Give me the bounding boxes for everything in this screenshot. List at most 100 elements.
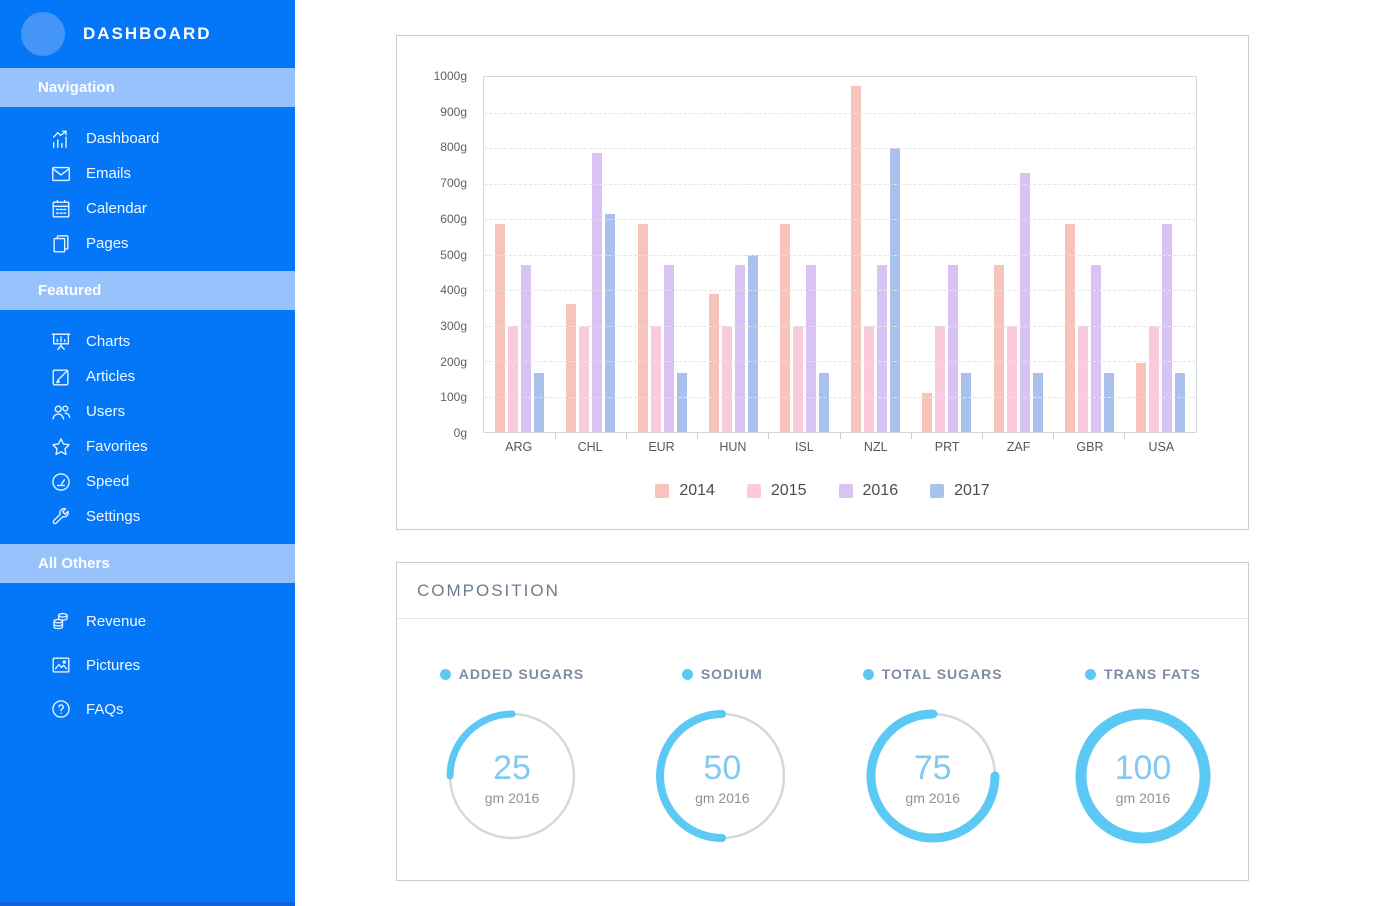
chart-card: 1000g 900g 800g 700g 600g 500g 400g 300g 200g 100…	[396, 35, 1249, 530]
bar-2016-chl	[592, 153, 603, 432]
bar-2016-usa	[1161, 224, 1172, 432]
section-header-label: Featured	[38, 282, 102, 299]
gauge-label: ADDED SUGARS	[458, 666, 585, 682]
composition-gauges: ADDED SUGARS 25 gm 2016 SODIUM 50 gm 2016 TOTA…	[397, 619, 1248, 846]
sidebar-item-emails[interactable]: Emails	[0, 156, 295, 191]
bar-2016-gbr	[1090, 265, 1101, 432]
bar-2017-isl	[818, 373, 829, 432]
legend-swatch	[930, 484, 945, 498]
sidebar-item-label: Pages	[86, 235, 129, 252]
plot-area	[483, 76, 1197, 439]
sidebar-item-label: Emails	[86, 165, 132, 182]
bar-2017-chl	[605, 213, 616, 432]
sidebar-item-pictures[interactable]: Pictures	[0, 643, 295, 687]
gauge-label: SODIUM	[700, 666, 763, 682]
sidebar-item-settings[interactable]: Settings	[0, 499, 295, 534]
bullet-icon	[439, 668, 451, 680]
sidebar-item-calendar[interactable]: Calendar	[0, 191, 295, 226]
x-axis-tick	[839, 432, 841, 439]
x-axis-label: EUR	[648, 440, 675, 454]
sidebar-item-charts[interactable]: Charts	[0, 324, 295, 359]
emails-icon	[50, 163, 72, 185]
sidebar-item-label: Pictures	[86, 656, 141, 674]
bar-2015-chl	[579, 325, 590, 432]
legend-item-2016[interactable]: 2016	[838, 482, 898, 500]
legend-label: 2017	[954, 482, 990, 499]
bar-2015-nzl	[864, 325, 875, 432]
bar-group-eur	[626, 77, 697, 432]
sidebar-item-label: Revenue	[86, 612, 147, 630]
sidebar-item-pages[interactable]: Pages	[0, 226, 295, 261]
gauge-label-row: SODIUM	[681, 666, 763, 682]
favorites-icon	[50, 436, 72, 458]
bar-chart: 1000g 900g 800g 700g 600g 500g 400g 300g 200g 100…	[434, 69, 1197, 454]
bar-2016-isl	[805, 265, 816, 432]
gauge-value: 75	[913, 748, 952, 787]
bar-2015-eur	[650, 325, 661, 432]
bullet-icon	[681, 668, 693, 680]
gauge-trans-fats: TRANS FATS 100 gm 2016	[1053, 666, 1233, 846]
sidebar-item-label: Calendar	[86, 200, 147, 217]
x-axis-label: CHL	[577, 440, 603, 454]
users-icon	[50, 401, 72, 423]
gauge-label-row: ADDED SUGARS	[439, 666, 585, 682]
x-axis-label: HUN	[719, 440, 747, 454]
legend-item-2017[interactable]: 2017	[930, 482, 990, 500]
bar-2017-zaf	[1032, 373, 1043, 432]
sidebar-item-speed[interactable]: Speed	[0, 464, 295, 499]
gridline	[484, 112, 1196, 114]
bar-2015-prt	[935, 325, 946, 432]
gridline	[484, 183, 1196, 185]
y-axis: 1000g 900g 800g 700g 600g 500g 400g 300g 200g 100…	[427, 69, 475, 440]
y-axis-tick-label: 600g	[440, 211, 467, 226]
gauge-value: 100	[1114, 748, 1172, 787]
bar-2014-isl	[779, 224, 790, 432]
sidebar-item-label: Articles	[86, 368, 136, 385]
section-list-navigation: Dashboard Emails Calendar Pages	[0, 107, 295, 271]
section-list-all-others: Revenue Pictures FAQs	[0, 583, 295, 741]
bar-2017-hun	[747, 254, 758, 432]
avatar[interactable]	[21, 12, 65, 56]
bar-2016-hun	[734, 265, 745, 432]
bar-2017-usa	[1174, 373, 1185, 432]
sidebar-item-label: Charts	[86, 333, 131, 350]
section-header-featured: Featured	[0, 271, 295, 310]
sidebar-item-label: Favorites	[86, 438, 148, 455]
sidebar-bottom-strip	[0, 902, 295, 906]
sidebar-item-users[interactable]: Users	[0, 394, 295, 429]
gauge-ring: 100 gm 2016	[1073, 706, 1213, 846]
x-axis: ARG CHL EUR HUN ISL NZL PRT ZAF GBR USA	[483, 440, 1197, 454]
gauge-label-row: TRANS FATS	[1085, 666, 1201, 682]
composition-title: COMPOSITION	[417, 580, 560, 600]
y-axis-tick-label: 400g	[440, 283, 467, 298]
sidebar-item-faqs[interactable]: FAQs	[0, 687, 295, 731]
bar-2014-eur	[637, 224, 648, 432]
section-header-label: All Others	[38, 555, 110, 572]
bar-group-hun	[698, 77, 769, 432]
gridline	[484, 396, 1196, 398]
bullet-icon	[1085, 668, 1097, 680]
sidebar-item-articles[interactable]: Articles	[0, 359, 295, 394]
legend-item-2014[interactable]: 2014	[655, 482, 715, 500]
bar-2014-hun	[708, 293, 719, 432]
gauge-ring: 50 gm 2016	[652, 706, 792, 846]
sidebar-item-favorites[interactable]: Favorites	[0, 429, 295, 464]
bar-2015-gbr	[1077, 325, 1088, 432]
sidebar-item-label: Speed	[86, 473, 130, 490]
faqs-icon	[50, 698, 72, 720]
legend-item-2015[interactable]: 2015	[746, 482, 807, 500]
sidebar-item-dashboard[interactable]: Dashboard	[0, 121, 295, 156]
bullet-icon	[862, 668, 874, 680]
gauge-ring: 75 gm 2016	[863, 706, 1003, 846]
chart-legend: 2014 2015 2016 2017	[397, 482, 1248, 500]
gauge-unit: gm 2016	[484, 790, 540, 807]
sidebar-item-label: FAQs	[86, 700, 124, 718]
y-axis-tick-label: 0g	[453, 426, 467, 440]
sidebar-item-revenue[interactable]: Revenue	[0, 599, 295, 643]
gauge-ring: 25 gm 2016	[442, 706, 582, 846]
sidebar-header: DASHBOARD	[0, 0, 295, 68]
y-axis-tick-label: 1000g	[433, 69, 467, 83]
legend-label: 2014	[679, 482, 715, 499]
y-axis-tick-label: 500g	[440, 247, 467, 262]
